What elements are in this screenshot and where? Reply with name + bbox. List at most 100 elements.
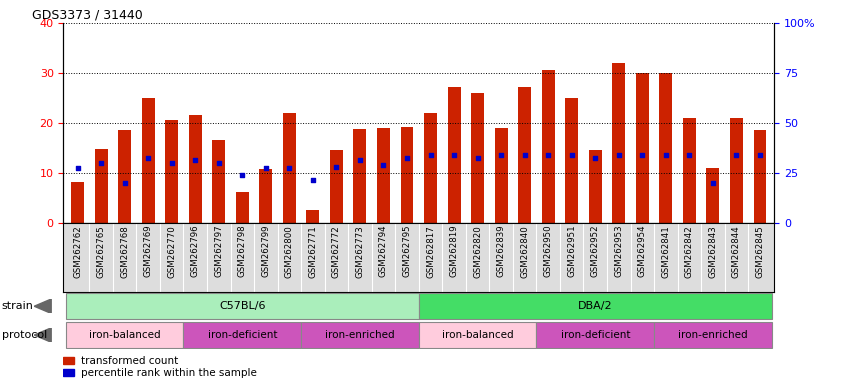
Text: GSM262954: GSM262954 — [638, 225, 647, 277]
Text: percentile rank within the sample: percentile rank within the sample — [80, 368, 256, 378]
Text: GSM262797: GSM262797 — [214, 225, 223, 277]
Bar — [63, 357, 74, 364]
Bar — [424, 113, 437, 223]
Text: GSM262796: GSM262796 — [190, 225, 200, 277]
Point — [95, 160, 108, 166]
Bar — [448, 87, 460, 223]
Text: GSM262843: GSM262843 — [708, 225, 717, 278]
Point — [729, 152, 743, 159]
Point — [212, 160, 226, 166]
Point — [706, 180, 720, 186]
Bar — [400, 127, 414, 223]
Text: GSM262770: GSM262770 — [168, 225, 176, 278]
Bar — [613, 63, 625, 223]
Text: GSM262765: GSM262765 — [96, 225, 106, 278]
Point — [565, 152, 579, 159]
Point — [683, 152, 696, 159]
Point — [659, 152, 673, 159]
Text: iron-balanced: iron-balanced — [89, 330, 161, 340]
Text: GSM262799: GSM262799 — [261, 225, 271, 277]
Bar — [541, 71, 555, 223]
Point — [118, 180, 131, 186]
Text: GSM262772: GSM262772 — [332, 225, 341, 278]
Text: protocol: protocol — [2, 330, 47, 340]
Text: GSM262845: GSM262845 — [755, 225, 765, 278]
Text: GSM262800: GSM262800 — [285, 225, 294, 278]
Point — [165, 160, 179, 166]
Point — [589, 155, 602, 161]
Text: transformed count: transformed count — [80, 356, 178, 366]
Bar — [636, 73, 649, 223]
Bar — [63, 369, 74, 376]
Bar — [377, 128, 390, 223]
Text: GSM262842: GSM262842 — [685, 225, 694, 278]
Text: GSM262839: GSM262839 — [497, 225, 506, 277]
Text: iron-deficient: iron-deficient — [207, 330, 277, 340]
Text: GSM262840: GSM262840 — [520, 225, 529, 278]
Text: GSM262950: GSM262950 — [544, 225, 552, 277]
Bar — [419, 322, 536, 348]
Text: GSM262771: GSM262771 — [309, 225, 317, 278]
Text: GSM262773: GSM262773 — [355, 225, 365, 278]
Text: iron-balanced: iron-balanced — [442, 330, 514, 340]
Bar — [165, 121, 179, 223]
Bar — [260, 169, 272, 223]
Bar — [301, 322, 419, 348]
Text: GSM262798: GSM262798 — [238, 225, 247, 277]
Point — [448, 152, 461, 159]
Text: GSM262795: GSM262795 — [403, 225, 411, 277]
Point — [259, 165, 272, 171]
Polygon shape — [34, 328, 51, 342]
Bar — [754, 131, 766, 223]
Point — [283, 165, 296, 171]
Text: GSM262762: GSM262762 — [73, 225, 82, 278]
Bar — [71, 182, 84, 223]
Bar — [189, 115, 201, 223]
Bar — [565, 98, 578, 223]
Point — [71, 165, 85, 171]
Point — [235, 172, 249, 178]
Bar — [236, 192, 249, 223]
Text: GSM262817: GSM262817 — [426, 225, 435, 278]
Bar — [95, 149, 107, 223]
Text: GSM262820: GSM262820 — [473, 225, 482, 278]
Bar — [495, 128, 508, 223]
Point — [635, 152, 649, 159]
Text: DBA/2: DBA/2 — [578, 301, 613, 311]
Bar — [536, 322, 654, 348]
Text: iron-enriched: iron-enriched — [678, 330, 748, 340]
Point — [330, 164, 343, 170]
Text: GSM262769: GSM262769 — [144, 225, 152, 277]
Point — [518, 152, 531, 159]
Bar — [471, 93, 484, 223]
Point — [353, 157, 366, 164]
Text: iron-enriched: iron-enriched — [325, 330, 395, 340]
Bar — [66, 322, 184, 348]
Bar — [118, 131, 131, 223]
Bar — [66, 293, 419, 319]
Point — [306, 177, 320, 184]
Point — [189, 157, 202, 164]
Text: GSM262844: GSM262844 — [732, 225, 741, 278]
Text: C57BL/6: C57BL/6 — [219, 301, 266, 311]
Bar — [654, 322, 772, 348]
Bar — [306, 210, 319, 223]
Text: GSM262794: GSM262794 — [379, 225, 388, 277]
Bar — [283, 113, 296, 223]
Point — [541, 152, 555, 159]
Bar — [683, 118, 696, 223]
Bar — [330, 151, 343, 223]
Bar — [730, 118, 743, 223]
Text: GSM262951: GSM262951 — [567, 225, 576, 277]
Point — [141, 155, 155, 161]
Bar — [141, 98, 155, 223]
Text: GSM262952: GSM262952 — [591, 225, 600, 277]
Point — [400, 155, 414, 161]
Point — [753, 152, 766, 159]
Point — [376, 162, 390, 169]
Text: GSM262768: GSM262768 — [120, 225, 129, 278]
Bar — [419, 293, 772, 319]
Point — [424, 152, 437, 159]
Polygon shape — [34, 299, 51, 313]
Bar — [184, 322, 301, 348]
